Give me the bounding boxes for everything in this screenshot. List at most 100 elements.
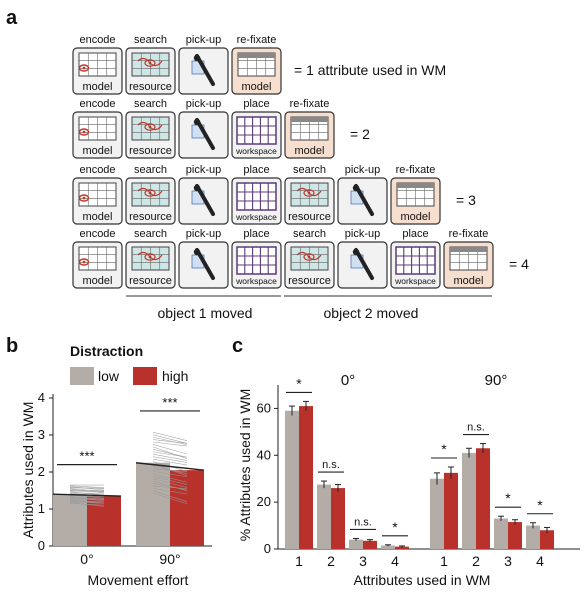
subject-line bbox=[69, 489, 105, 494]
sig-label-0°: *** bbox=[79, 449, 94, 464]
x-tick-label-90°: 90° bbox=[159, 551, 180, 567]
subject-line bbox=[152, 490, 188, 502]
subject-line bbox=[152, 444, 188, 455]
subject-line bbox=[152, 458, 188, 466]
pupil-icon bbox=[148, 125, 152, 129]
bar-high-1-3 bbox=[508, 522, 522, 549]
step-label-search: search bbox=[293, 164, 326, 176]
step-label-place: place bbox=[402, 228, 428, 240]
subject-line bbox=[152, 436, 188, 446]
sig-label: * bbox=[441, 441, 447, 457]
subject-line bbox=[152, 471, 188, 478]
eye-icon bbox=[144, 59, 156, 67]
tile-label-workspace: workspace bbox=[235, 212, 277, 222]
subject-line bbox=[152, 492, 188, 504]
bar-low-0-3 bbox=[349, 539, 363, 549]
finger-icon bbox=[352, 248, 360, 256]
legend-title: Distraction bbox=[70, 343, 143, 359]
group-title-1: 90° bbox=[485, 372, 508, 389]
workspace-grid-icon bbox=[236, 116, 277, 145]
x-tick-label: 2 bbox=[472, 553, 480, 569]
chart-c: 0 20 40 60 0° * 1 n.s. 2 n.s. 3 * 4 90° * 1 n.s. 2 * 3 * 4 bbox=[257, 372, 580, 569]
sig-label-90°: *** bbox=[162, 395, 177, 410]
step-label-encode: encode bbox=[79, 98, 115, 110]
subject-line bbox=[152, 434, 188, 444]
subject-line bbox=[152, 453, 188, 461]
bar-low-0-1 bbox=[285, 410, 299, 549]
step-label-pickup: pick-up bbox=[186, 98, 221, 110]
tile-label-resource: resource bbox=[129, 275, 172, 287]
grid-header-icon bbox=[291, 117, 328, 122]
row-result-3: = 3 bbox=[456, 192, 476, 208]
step-label-pickup: pick-up bbox=[186, 228, 221, 240]
subject-line bbox=[152, 449, 188, 458]
row-result-2: = 2 bbox=[350, 126, 370, 142]
step-label-pickup: pick-up bbox=[345, 228, 380, 240]
chart-b-ylabel: Attributes used in WM bbox=[20, 402, 36, 539]
tile-label-model: model bbox=[401, 211, 431, 223]
bar-low-1-2 bbox=[462, 452, 476, 549]
row-result-4: = 4 bbox=[509, 256, 529, 272]
tile-label-model: model bbox=[83, 81, 113, 93]
step-label-search: search bbox=[134, 98, 167, 110]
y-tick-label: 20 bbox=[257, 494, 271, 509]
y-tick-label: 1 bbox=[38, 501, 45, 516]
x-tick-label-0°: 0° bbox=[80, 551, 93, 567]
panel-label-a: a bbox=[6, 7, 18, 29]
panel-label-c: c bbox=[232, 335, 243, 357]
subject-line bbox=[152, 483, 188, 491]
subject-line bbox=[152, 478, 188, 488]
tile-label-model: model bbox=[83, 275, 113, 287]
bar-high-1-2 bbox=[476, 448, 490, 549]
tile-label-model: model bbox=[295, 145, 325, 157]
bar-high-0° bbox=[87, 496, 121, 546]
bar-high-1-1 bbox=[444, 472, 458, 549]
x-tick-label: 1 bbox=[440, 553, 448, 569]
eye-icon bbox=[78, 128, 90, 136]
tile-label-workspace: workspace bbox=[235, 276, 277, 286]
subject-line bbox=[152, 480, 188, 492]
grid-header-icon bbox=[397, 183, 434, 188]
step-label-refixate: re-fixate bbox=[396, 164, 436, 176]
finger-icon bbox=[352, 184, 360, 192]
bar-low-0-4 bbox=[381, 545, 395, 549]
bar-high-1-4 bbox=[540, 530, 554, 549]
bar-low-1-1 bbox=[430, 478, 444, 549]
bar-low-90° bbox=[136, 462, 170, 546]
step-label-search: search bbox=[134, 228, 167, 240]
x-tick-label: 1 bbox=[295, 553, 303, 569]
eye-icon bbox=[144, 253, 156, 261]
eye-icon bbox=[78, 64, 90, 72]
chart-c-xlabel: Attributes used in WM bbox=[354, 572, 491, 588]
subject-line bbox=[69, 488, 105, 492]
step-label-place: place bbox=[243, 98, 269, 110]
pupil-icon bbox=[307, 255, 311, 259]
subject-line bbox=[69, 486, 105, 489]
pupil-icon bbox=[307, 191, 311, 195]
grid-header-icon bbox=[450, 247, 487, 252]
sig-label: n.s. bbox=[467, 422, 485, 434]
pupil-icon bbox=[148, 191, 152, 195]
hand-icon bbox=[195, 248, 215, 280]
sig-label: * bbox=[296, 375, 302, 391]
step-label-place: place bbox=[243, 228, 269, 240]
eye-icon bbox=[303, 189, 315, 197]
subject-line bbox=[152, 441, 188, 447]
step-label-refixate: re-fixate bbox=[449, 228, 489, 240]
finger-icon bbox=[193, 118, 201, 126]
sig-label: * bbox=[537, 497, 543, 513]
tile-label-resource: resource bbox=[288, 211, 331, 223]
step-label-pickup: pick-up bbox=[186, 164, 221, 176]
finger-icon bbox=[193, 184, 201, 192]
sig-label: n.s. bbox=[354, 516, 372, 528]
chart-b-xlabel: Movement effort bbox=[88, 572, 189, 588]
group-title-0: 0° bbox=[341, 372, 355, 389]
subject-line bbox=[69, 494, 105, 498]
bar-high-0-4 bbox=[395, 546, 409, 549]
subject-line bbox=[69, 501, 105, 504]
y-tick-label: 3 bbox=[38, 427, 45, 442]
workspace-grid-icon bbox=[236, 246, 277, 275]
y-tick-label: 60 bbox=[257, 400, 271, 415]
subject-line bbox=[152, 473, 188, 483]
subject-line bbox=[152, 488, 188, 495]
